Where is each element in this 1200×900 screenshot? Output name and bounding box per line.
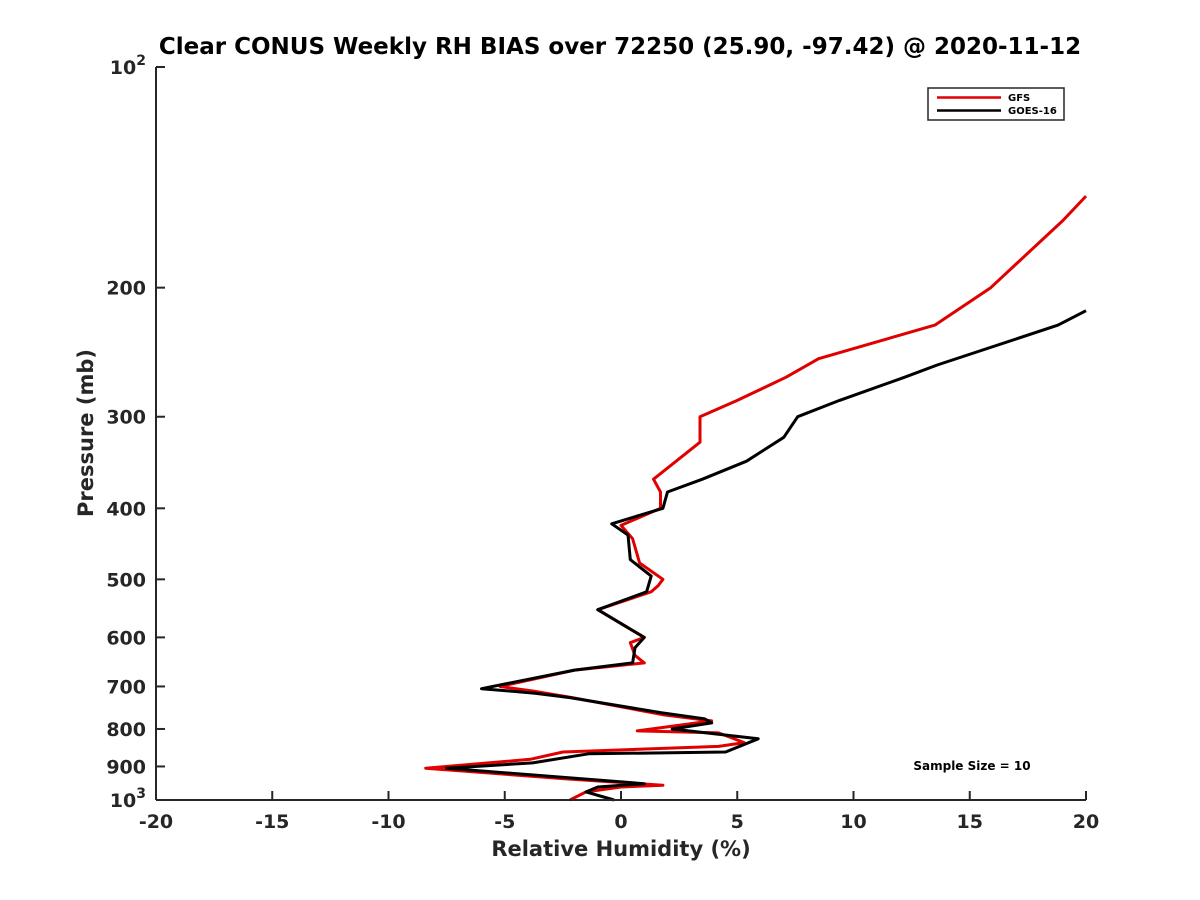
- y-axis-ticks: 102 200 300 400 500 600 700 800 900 103: [106, 53, 165, 812]
- y-tick-label: 900: [106, 756, 146, 778]
- series-line-goes16: [445, 309, 1087, 802]
- legend-label-gfs: GFS: [1008, 93, 1030, 104]
- y-tick-label: 700: [106, 676, 146, 698]
- x-tick-label: -10: [371, 811, 405, 833]
- x-tick-label: 20: [1073, 811, 1099, 833]
- x-axis-ticks: -20 -15 -10 -5 0 5 10 15 20: [139, 791, 1099, 833]
- x-tick-label: -5: [494, 811, 515, 833]
- x-tick-label: 0: [614, 811, 627, 833]
- legend: GFS GOES-16: [927, 87, 1065, 121]
- legend-label-goes16: GOES-16: [1008, 106, 1057, 117]
- x-tick-label: 10: [840, 811, 866, 833]
- x-tick-label: 5: [731, 811, 744, 833]
- y-tick-label: 200: [106, 278, 146, 300]
- sample-size-annotation: Sample Size = 10: [913, 759, 1030, 773]
- y-tick-label: 800: [106, 719, 146, 741]
- y-axis-label: Pressure (mb): [74, 349, 98, 517]
- y-tick-label: 300: [106, 407, 146, 429]
- plot-area: [424, 195, 1088, 802]
- x-tick-label: -20: [139, 811, 173, 833]
- series-line-gfs: [424, 195, 1088, 802]
- y-tick-label: 400: [106, 498, 146, 520]
- chart-title: Clear CONUS Weekly RH BIAS over 72250 (2…: [159, 34, 1081, 60]
- y-tick-label: 600: [106, 627, 146, 649]
- y-tick-label: 102: [110, 53, 146, 79]
- y-tick-label: 103: [110, 786, 146, 812]
- x-tick-label: -15: [255, 811, 289, 833]
- x-tick-label: 15: [957, 811, 983, 833]
- legend-box: [927, 87, 1065, 121]
- x-axis-label: Relative Humidity (%): [491, 837, 750, 861]
- y-tick-label: 500: [106, 569, 146, 591]
